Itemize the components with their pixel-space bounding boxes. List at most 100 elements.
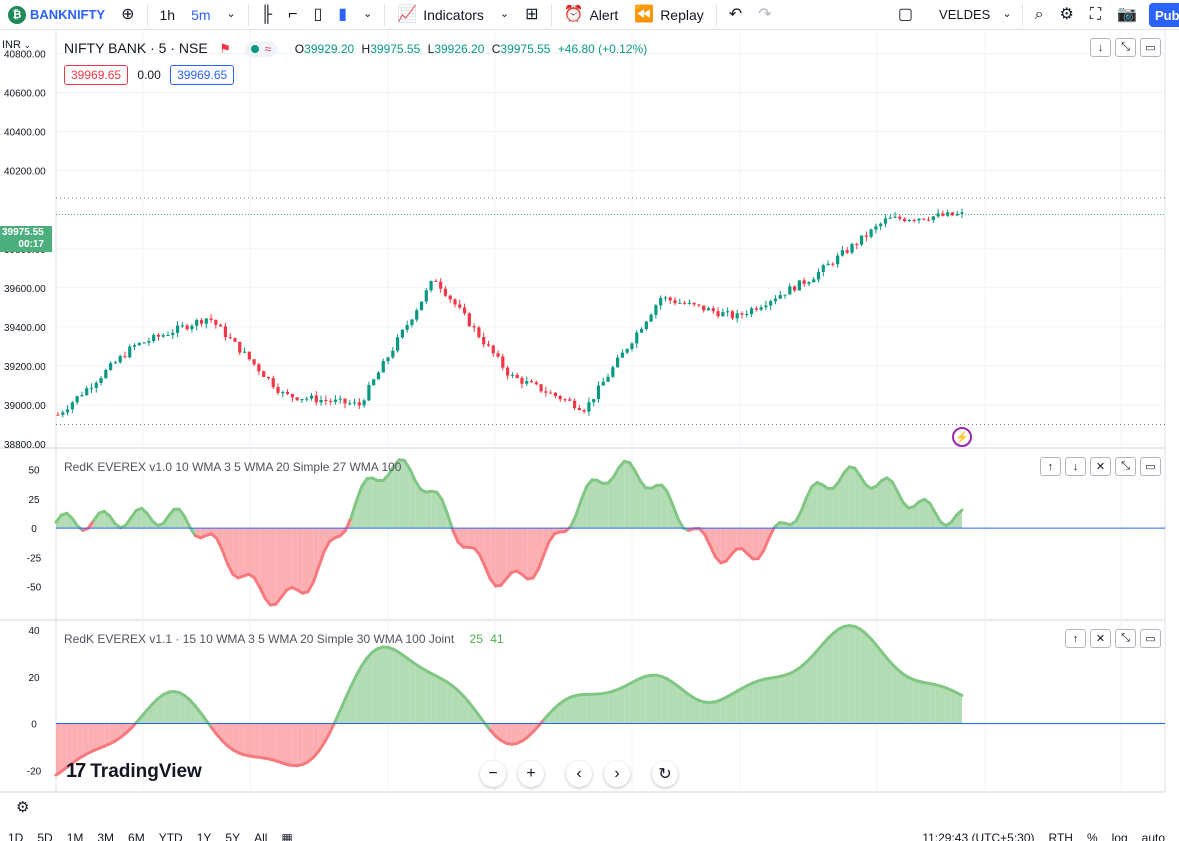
candles-style-button[interactable]: ▮ bbox=[330, 0, 355, 30]
log-toggle[interactable]: log bbox=[1111, 831, 1128, 841]
camera-icon: 📷 bbox=[1117, 5, 1137, 23]
close-icon: ✕ bbox=[1095, 633, 1106, 645]
undo-button[interactable]: ↶ bbox=[721, 0, 750, 30]
collapse-pane-button[interactable]: ⤡ bbox=[1115, 38, 1136, 57]
indicator-area-segment bbox=[222, 528, 228, 564]
range-1m[interactable]: 1M bbox=[66, 831, 84, 841]
range-all[interactable]: All bbox=[254, 831, 268, 841]
calendar-icon[interactable]: ▦ bbox=[281, 831, 293, 841]
arrow-up-icon: ↑ bbox=[1072, 632, 1079, 645]
indicator-area-segment bbox=[324, 528, 330, 552]
indicator2-title[interactable]: RedK EVEREX v1.1 · 15 10 WMA 3 5 WMA 20 … bbox=[64, 632, 455, 646]
indicator1-title[interactable]: RedK EVEREX v1.0 10 WMA 3 5 WMA 20 Simpl… bbox=[64, 460, 402, 474]
indicators-button[interactable]: 📈 Indicators bbox=[389, 0, 492, 30]
scroll-left-button[interactable]: ‹ bbox=[566, 761, 592, 787]
currency-label[interactable]: INR ⌄ bbox=[2, 39, 31, 51]
open-value: 39929.20 bbox=[304, 42, 355, 56]
candle-body bbox=[434, 280, 438, 282]
ask-price[interactable]: 39969.65 bbox=[170, 65, 235, 85]
interval-5m[interactable]: 5m bbox=[191, 6, 211, 23]
candle bbox=[429, 280, 433, 293]
maximize-pane-button[interactable]: ▭ bbox=[1140, 38, 1161, 57]
indicators-dropdown[interactable]: ⌄ bbox=[492, 0, 517, 30]
range-1y[interactable]: 1Y bbox=[196, 831, 212, 841]
collapse-pane-button[interactable]: ⤡ bbox=[1115, 629, 1136, 648]
symbol-title[interactable]: NIFTY BANK · 5 · NSE bbox=[64, 40, 208, 56]
search-button[interactable]: ⌕ bbox=[1027, 0, 1052, 30]
candle-body bbox=[946, 212, 950, 216]
range-6m[interactable]: 6M bbox=[128, 831, 145, 841]
candle bbox=[262, 370, 266, 377]
indicator-area-segment bbox=[645, 487, 652, 529]
fullscreen-toggle[interactable]: ▢ bbox=[890, 0, 921, 30]
redo-button[interactable]: ↷ bbox=[750, 0, 779, 30]
gear-icon[interactable]: ⚙ bbox=[16, 799, 30, 816]
candle bbox=[147, 337, 151, 346]
snapshot-button[interactable]: 📷 bbox=[1109, 0, 1145, 30]
zoom-in-button[interactable]: + bbox=[518, 761, 544, 787]
range-1d[interactable]: 1D bbox=[8, 831, 24, 841]
ohlc-values: O39929.20 H39975.55 L39926.20 C39975.55 … bbox=[295, 42, 647, 56]
indicator-line-segment bbox=[531, 567, 540, 580]
range-3m[interactable]: 3M bbox=[97, 831, 115, 841]
session-label[interactable]: RTH bbox=[1048, 831, 1073, 841]
zoom-out-button[interactable]: − bbox=[480, 761, 506, 787]
alert-button[interactable]: ⏰ Alert bbox=[556, 0, 627, 30]
chart-canvas[interactable]: 1712:002012:002112:002212:002340800.0040… bbox=[0, 30, 1179, 796]
candle bbox=[242, 347, 247, 354]
remove-indicator-button[interactable]: ✕ bbox=[1090, 457, 1111, 476]
move-down-button[interactable]: ↓ bbox=[1065, 457, 1086, 476]
hollow-style-button[interactable]: ▯ bbox=[305, 0, 330, 30]
candle bbox=[864, 231, 868, 242]
maximize-pane-button[interactable]: ▭ bbox=[1140, 629, 1161, 648]
candle bbox=[415, 308, 419, 323]
lightning-icon[interactable]: ⚡ bbox=[952, 427, 972, 447]
publish-button[interactable]: Publish bbox=[1149, 3, 1179, 27]
tradingview-logo[interactable]: 17 TradingView bbox=[66, 760, 202, 783]
fullscreen-button[interactable]: ⛶ bbox=[1082, 0, 1109, 30]
interval-dropdown[interactable]: ⌄ bbox=[219, 0, 244, 30]
status-badge[interactable]: ≈ bbox=[244, 41, 278, 57]
collapse-pane-button[interactable]: ⤡ bbox=[1115, 457, 1136, 476]
indicator-line-segment bbox=[708, 543, 717, 559]
percent-toggle[interactable]: % bbox=[1086, 831, 1098, 841]
maximize-pane-button[interactable]: ▭ bbox=[1140, 457, 1161, 476]
indicator-line-segment bbox=[451, 528, 460, 544]
auto-toggle[interactable]: auto bbox=[1141, 831, 1165, 841]
replay-button[interactable]: ⏪ Replay bbox=[626, 0, 712, 30]
symbol-search[interactable]: ₿ BANKNIFTY bbox=[0, 0, 113, 30]
range-5d[interactable]: 5D bbox=[37, 831, 53, 841]
layout-grid-button[interactable]: ⊞ bbox=[517, 0, 546, 30]
settings-button[interactable]: ⚙ bbox=[1052, 0, 1082, 30]
bars-style-button[interactable]: ╟ bbox=[253, 0, 280, 30]
remove-indicator-button[interactable]: ✕ bbox=[1090, 629, 1111, 648]
divider bbox=[1021, 3, 1023, 26]
candle-body bbox=[831, 263, 835, 265]
move-up-button[interactable]: ↑ bbox=[1065, 629, 1086, 648]
chart-style-dropdown[interactable]: ⌄ bbox=[355, 0, 380, 30]
indicator-area-segment bbox=[232, 528, 239, 578]
candle-body bbox=[204, 318, 208, 324]
move-up-button[interactable]: ↑ bbox=[1040, 457, 1061, 476]
candle bbox=[458, 299, 462, 310]
layout-name[interactable]: VELDES ⌄ bbox=[921, 0, 1018, 30]
candle bbox=[348, 400, 352, 406]
indicator-area-segment bbox=[704, 702, 711, 724]
scroll-right-button[interactable]: › bbox=[604, 761, 630, 787]
interval-1h[interactable]: 1h bbox=[159, 6, 176, 23]
range-ytd[interactable]: YTD bbox=[158, 831, 183, 841]
candle-body bbox=[596, 385, 601, 400]
line-style-button[interactable]: ⌐ bbox=[280, 0, 305, 30]
compare-button[interactable]: ⊕ bbox=[113, 0, 142, 30]
candle-body bbox=[142, 342, 146, 344]
move-down-button[interactable]: ↓ bbox=[1090, 38, 1111, 57]
candle-body bbox=[219, 324, 223, 327]
chart-area[interactable]: 1712:002012:002112:002212:002340800.0040… bbox=[0, 30, 1179, 816]
reset-chart-button[interactable]: ↻ bbox=[652, 761, 678, 787]
range-5y[interactable]: 5Y bbox=[225, 831, 241, 841]
candle-body bbox=[228, 337, 232, 339]
bid-price[interactable]: 39969.65 bbox=[64, 65, 129, 85]
clock-label[interactable]: 11:29:43 (UTC+5:30) bbox=[922, 831, 1035, 841]
candles-icon: ▮ bbox=[338, 5, 348, 23]
close-icon: ✕ bbox=[1095, 461, 1106, 473]
